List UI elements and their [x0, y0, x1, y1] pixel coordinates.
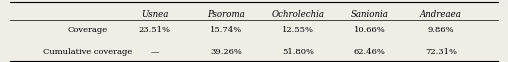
Text: Andreaea: Andreaea — [420, 10, 462, 19]
Text: Cumulative coverage: Cumulative coverage — [43, 48, 132, 56]
Text: Usnea: Usnea — [141, 10, 169, 19]
Text: 51.80%: 51.80% — [282, 48, 314, 56]
Text: Ochrolechia: Ochrolechia — [272, 10, 325, 19]
Text: 23.51%: 23.51% — [139, 26, 171, 34]
Text: 15.74%: 15.74% — [210, 26, 242, 34]
Text: Sanionia: Sanionia — [351, 10, 389, 19]
Text: 10.66%: 10.66% — [354, 26, 386, 34]
Text: 72.31%: 72.31% — [425, 48, 457, 56]
Text: 62.46%: 62.46% — [354, 48, 386, 56]
Text: 9.86%: 9.86% — [428, 26, 454, 34]
Text: 39.26%: 39.26% — [210, 48, 242, 56]
Text: 12.55%: 12.55% — [282, 26, 314, 34]
Text: —: — — [151, 48, 159, 56]
Text: Psoroma: Psoroma — [207, 10, 245, 19]
Text: Coverage: Coverage — [68, 26, 107, 34]
